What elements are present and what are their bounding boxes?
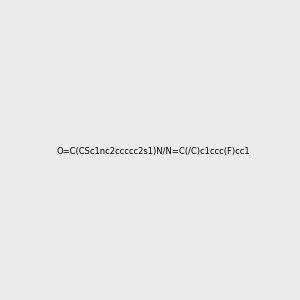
Text: O=C(CSc1nc2ccccc2s1)N/N=C(/C)c1ccc(F)cc1: O=C(CSc1nc2ccccc2s1)N/N=C(/C)c1ccc(F)cc1 — [57, 147, 250, 156]
